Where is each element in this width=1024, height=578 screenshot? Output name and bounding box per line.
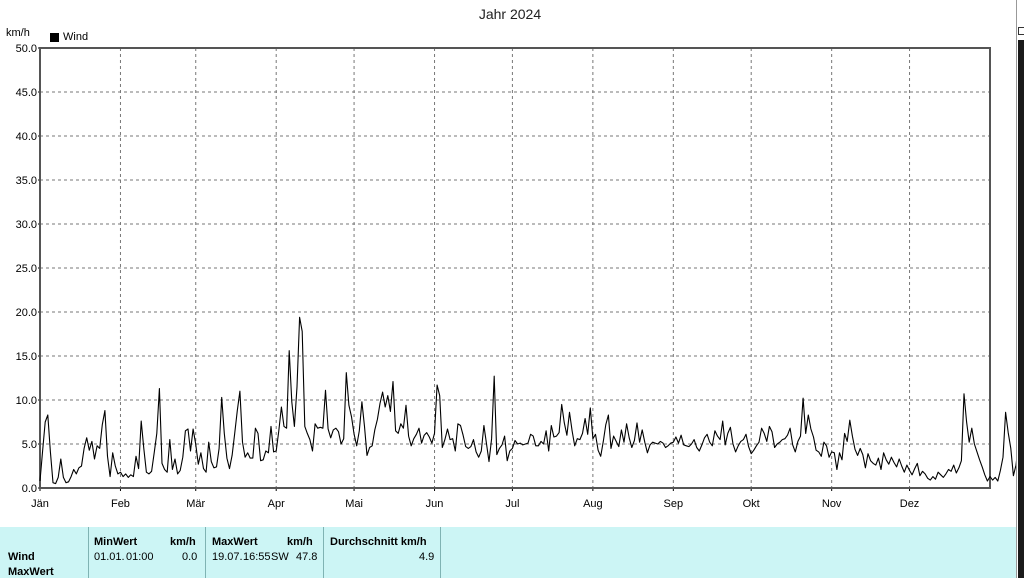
x-tick-label: Mai	[345, 498, 363, 510]
legend-label-wind: Wind	[63, 31, 89, 43]
y-tick-label: 50.0	[16, 43, 37, 55]
legend-swatch-wind	[50, 32, 59, 42]
table-divider	[205, 527, 206, 578]
table-divider	[440, 527, 441, 578]
y-tick-label: 15.0	[16, 351, 37, 363]
max-direction: SW	[271, 551, 289, 563]
table-divider	[323, 527, 324, 578]
side-scrollbar[interactable]	[1016, 0, 1024, 578]
avg-value: 4.9	[419, 551, 435, 563]
y-tick-label: 25.0	[16, 263, 37, 275]
y-tick-label: 30.0	[16, 219, 37, 231]
table-divider	[88, 527, 89, 578]
min-header: MinWert	[94, 536, 138, 548]
stats-table: Wind MaxWert MinWert km/h 01.01. 01:00 0…	[0, 527, 1016, 578]
y-tick-label: 10.0	[16, 395, 37, 407]
y-tick-label: 0.0	[22, 483, 37, 495]
min-unit: km/h	[170, 536, 196, 548]
avg-header: Durchschnitt km/h	[330, 536, 427, 548]
x-tick-label: Apr	[268, 498, 285, 510]
series-line-wind	[39, 316, 1016, 485]
chart-title: Jahr 2024	[478, 6, 542, 22]
max-unit: km/h	[287, 536, 313, 548]
max-date: 19.07.	[212, 551, 243, 563]
x-tick-label: Nov	[822, 498, 842, 510]
y-tick-label: 5.0	[22, 439, 37, 451]
x-tick-label: Jul	[505, 498, 519, 510]
scrollbar-track[interactable]	[1018, 40, 1024, 578]
min-date: 01.01.	[94, 551, 125, 563]
y-tick-label: 45.0	[16, 87, 37, 99]
x-tick-label: Mär	[186, 498, 205, 510]
legend: Wind	[50, 31, 88, 43]
x-tick-label: Feb	[111, 498, 130, 510]
y-tick-label: 40.0	[16, 131, 37, 143]
x-tick-label: Jun	[426, 498, 444, 510]
max-header: MaxWert	[212, 536, 258, 548]
checkbox-icon[interactable]	[1018, 27, 1024, 35]
x-tick-label: Aug	[583, 498, 603, 510]
x-tick-label: Jän	[31, 498, 49, 510]
y-tick-label: 20.0	[16, 307, 37, 319]
y-axis-unit: km/h	[6, 27, 30, 39]
max-value: 47.8	[296, 551, 318, 563]
max-time: 16:55	[243, 551, 271, 563]
plot-frame	[39, 47, 991, 489]
min-value: 0.0	[182, 551, 198, 563]
chart-plot: 0.0 5.0 10.0 15.0 20.0 25.0 30.0 35.0 40.0 45.0 50…	[16, 43, 1016, 510]
x-tick-label: Sep	[664, 498, 684, 510]
row-label-wind: Wind	[8, 551, 35, 563]
min-time: 01:00	[126, 551, 154, 563]
row-label-maxwert: MaxWert	[8, 566, 54, 578]
y-tick-label: 35.0	[16, 175, 37, 187]
x-tick-label: Okt	[743, 498, 760, 510]
x-tick-label: Dez	[900, 498, 920, 510]
